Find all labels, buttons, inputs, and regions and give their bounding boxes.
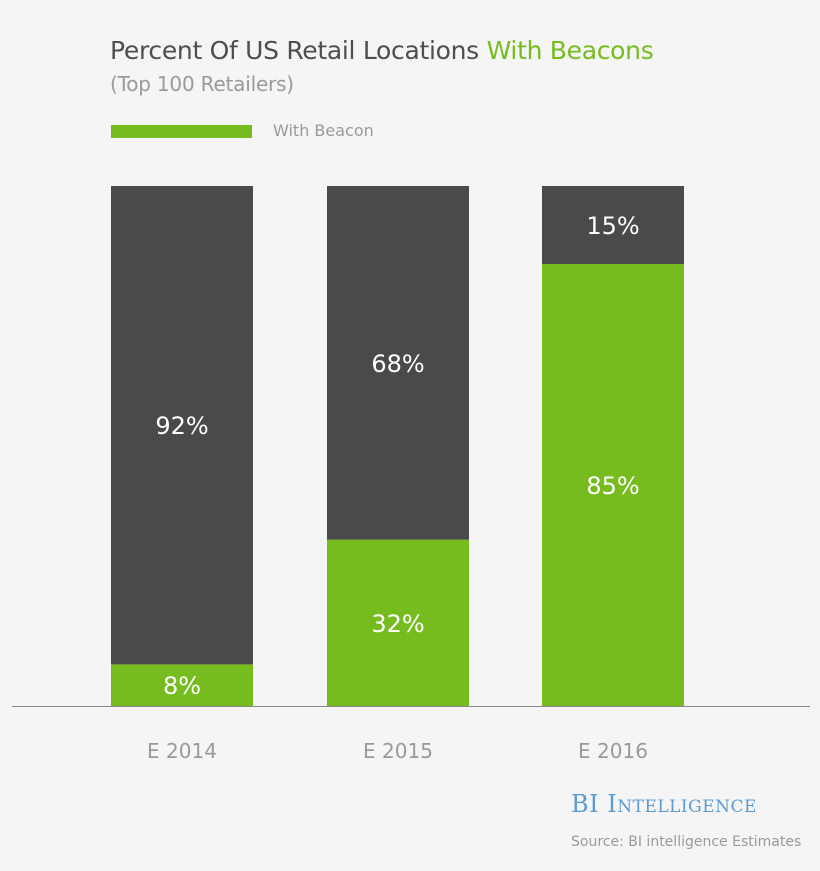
- data-label: 15%: [586, 212, 639, 240]
- bar-without-beacon-0: [111, 186, 253, 665]
- bar-without-beacon-1: [327, 186, 469, 540]
- title-highlight: With Beacons: [486, 36, 654, 65]
- bar-with-beacon-1: [327, 539, 469, 706]
- chart-title: Percent Of US Retail Locations With Beac…: [110, 36, 654, 65]
- data-label: 8%: [163, 672, 201, 700]
- bar-without-beacon-2: [542, 186, 684, 264]
- legend-label-with-beacon: With Beacon: [273, 121, 374, 140]
- chart-subtitle: (Top 100 Retailers): [110, 72, 294, 96]
- data-label: 68%: [371, 350, 424, 378]
- x-tick-label: E 2014: [147, 739, 217, 763]
- title-main: Percent Of US Retail Locations: [110, 36, 479, 65]
- bi-intelligence-logo: BI Intelligence: [571, 790, 757, 818]
- source-note: Source: BI intelligence Estimates: [571, 834, 802, 850]
- data-label: 85%: [586, 472, 639, 500]
- data-label: 32%: [371, 610, 424, 638]
- data-label: 92%: [155, 412, 208, 440]
- legend-swatch-with-beacon: [111, 125, 252, 138]
- x-tick-label: E 2015: [363, 739, 433, 763]
- bar-with-beacon-0: [111, 664, 253, 706]
- bar-with-beacon-2: [542, 264, 684, 706]
- x-tick-label: E 2016: [578, 739, 648, 763]
